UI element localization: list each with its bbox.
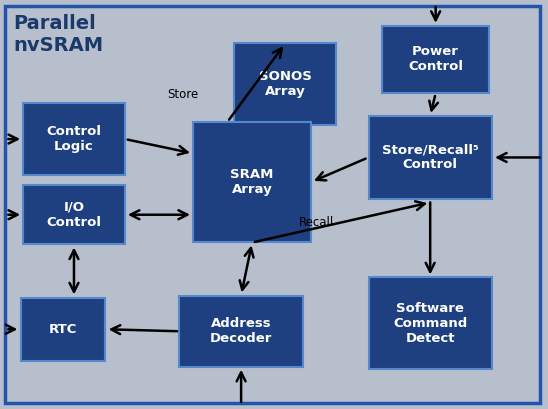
FancyBboxPatch shape [21,298,105,361]
Text: Store: Store [167,88,198,101]
FancyBboxPatch shape [180,295,302,367]
FancyBboxPatch shape [24,103,125,175]
Text: Address
Decoder: Address Decoder [210,317,272,345]
FancyBboxPatch shape [5,6,540,403]
Text: Software
Command
Detect: Software Command Detect [393,301,467,345]
Text: Power
Control: Power Control [408,45,463,73]
Text: Recall: Recall [299,216,334,229]
FancyBboxPatch shape [383,25,489,93]
FancyBboxPatch shape [368,277,492,369]
Text: RTC: RTC [49,323,77,336]
Text: Parallel
nvSRAM: Parallel nvSRAM [14,14,104,55]
Text: SONOS
Array: SONOS Array [259,70,311,98]
Text: SRAM
Array: SRAM Array [230,168,274,196]
Text: Store/Recall⁵
Control: Store/Recall⁵ Control [382,144,478,171]
FancyBboxPatch shape [24,185,125,245]
FancyBboxPatch shape [234,43,335,125]
Text: I/O
Control: I/O Control [47,201,101,229]
Text: Control
Logic: Control Logic [47,125,101,153]
FancyBboxPatch shape [368,116,492,200]
FancyBboxPatch shape [193,121,311,242]
